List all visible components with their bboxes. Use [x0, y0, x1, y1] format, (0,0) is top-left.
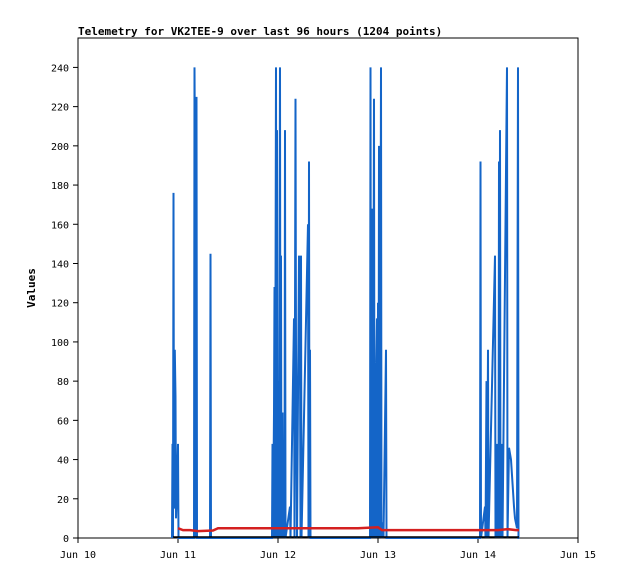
x-tick-label: Jun 14 [460, 550, 496, 561]
y-tick-label: 60 [57, 416, 69, 427]
chart-title: Telemetry for VK2TEE-9 over last 96 hour… [78, 25, 442, 38]
x-tick-label: Jun 12 [260, 550, 296, 561]
x-tick-label: Jun 10 [60, 550, 96, 561]
y-tick-label: 80 [57, 377, 69, 388]
y-axis-label: Values [25, 268, 38, 308]
y-tick-label: 240 [51, 63, 69, 74]
y-tick-label: 100 [51, 338, 69, 349]
x-tick-label: Jun 13 [360, 550, 396, 561]
y-tick-label: 120 [51, 299, 69, 310]
y-tick-label: 140 [51, 259, 69, 270]
y-tick-label: 200 [51, 142, 69, 153]
y-tick-label: 0 [63, 534, 69, 545]
y-tick-label: 20 [57, 495, 69, 506]
series-layer [171, 67, 520, 539]
y-tick-label: 40 [57, 456, 69, 467]
series-line-2 [177, 525, 519, 533]
y-tick-label: 220 [51, 103, 69, 114]
x-tick-label: Jun 11 [160, 550, 196, 561]
y-tick-label: 180 [51, 181, 69, 192]
axis-ticks: 0 20 40 60 80 100 120 140 160 180 200 220 240 Jun 10 J… [51, 63, 596, 561]
series-line-1 [171, 67, 520, 539]
y-tick-label: 160 [51, 220, 69, 231]
x-tick-label: Jun 15 [560, 550, 596, 561]
